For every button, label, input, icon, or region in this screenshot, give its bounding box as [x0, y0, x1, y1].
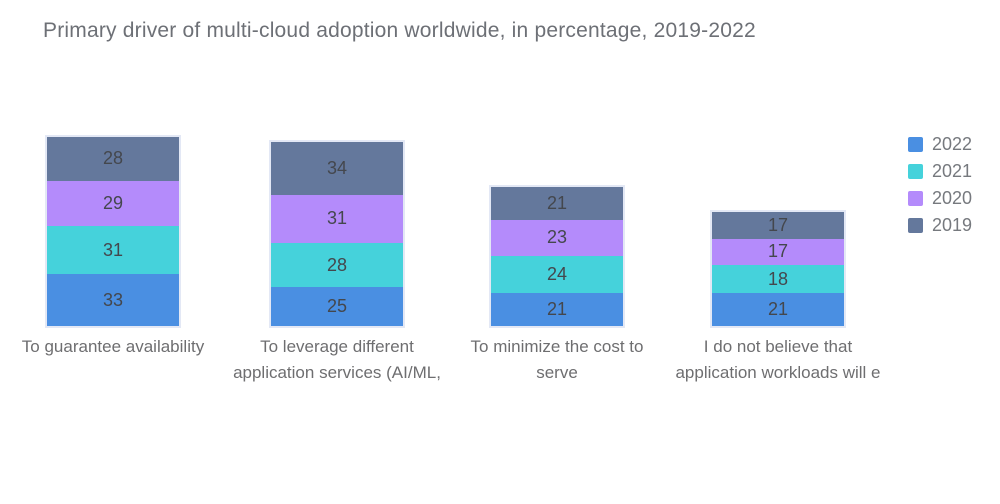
legend-label: 2020 [932, 188, 973, 208]
legend-label: 2019 [932, 215, 973, 235]
bar-segment-2019: 17 [712, 211, 844, 239]
bar-value-label: 17 [767, 214, 789, 235]
bar-value-label: 31 [102, 239, 124, 260]
bar-segment-2020: 31 [271, 194, 403, 244]
category-label: To minimize the cost to serve [470, 337, 644, 382]
bar-segment-2021: 28 [271, 243, 403, 287]
bar-value-label: 21 [546, 299, 568, 320]
bar-value-label: 18 [767, 268, 789, 289]
bar-value-label: 21 [767, 299, 789, 320]
legend-item-2022: 2022 [908, 134, 973, 154]
bar-segment-2022: 21 [491, 293, 623, 326]
bar-segment-2021: 18 [712, 265, 844, 294]
bar-segment-2019: 28 [47, 136, 179, 181]
bar-segment-2020: 17 [712, 238, 844, 266]
legend-swatch-icon [908, 164, 923, 179]
stacked-bar: 21 23 24 21 [489, 184, 625, 329]
bar-value-label: 21 [546, 192, 568, 213]
category-label: To leverage different application servic… [233, 337, 441, 382]
bar-value-label: 24 [546, 263, 568, 284]
stacked-bar: 28 29 31 33 [45, 134, 181, 329]
bar-value-label: 23 [546, 227, 568, 248]
legend: 2022 2021 2020 2019 [908, 134, 973, 235]
bar-value-label: 31 [326, 208, 348, 229]
legend-swatch-icon [908, 137, 923, 152]
bar-segment-2022: 21 [712, 293, 844, 326]
bar-segment-2019: 21 [491, 186, 623, 220]
legend-item-2021: 2021 [908, 161, 973, 181]
bar-segment-2021: 31 [47, 226, 179, 275]
legend-label: 2022 [932, 134, 973, 154]
legend-item-2020: 2020 [908, 188, 973, 208]
stacked-bar: 34 31 28 25 [269, 139, 405, 329]
bar-segment-2019: 34 [271, 141, 403, 195]
bar-segment-2020: 23 [491, 219, 623, 256]
bar-value-label: 34 [326, 157, 348, 178]
category-label: To guarantee availability [21, 337, 205, 356]
bar-value-label: 28 [326, 254, 348, 275]
bar-value-label: 28 [102, 148, 124, 169]
stacked-bar: 17 17 18 21 [710, 209, 846, 329]
bar-segment-2022: 25 [271, 286, 403, 326]
bar-value-label: 17 [767, 241, 789, 262]
bar-value-label: 29 [102, 192, 124, 213]
bar-segment-2021: 24 [491, 255, 623, 294]
bar-value-label: 33 [102, 289, 124, 310]
bar-segment-2022: 33 [47, 274, 179, 326]
chart-title: Primary driver of multi-cloud adoption w… [43, 19, 756, 42]
legend-swatch-icon [908, 191, 923, 206]
bar-value-label: 25 [326, 295, 348, 316]
legend-swatch-icon [908, 218, 923, 233]
legend-label: 2021 [932, 161, 973, 181]
bar-segment-2020: 29 [47, 180, 179, 226]
legend-item-2019: 2019 [908, 215, 973, 235]
category-label: I do not believe that application worklo… [675, 337, 881, 382]
